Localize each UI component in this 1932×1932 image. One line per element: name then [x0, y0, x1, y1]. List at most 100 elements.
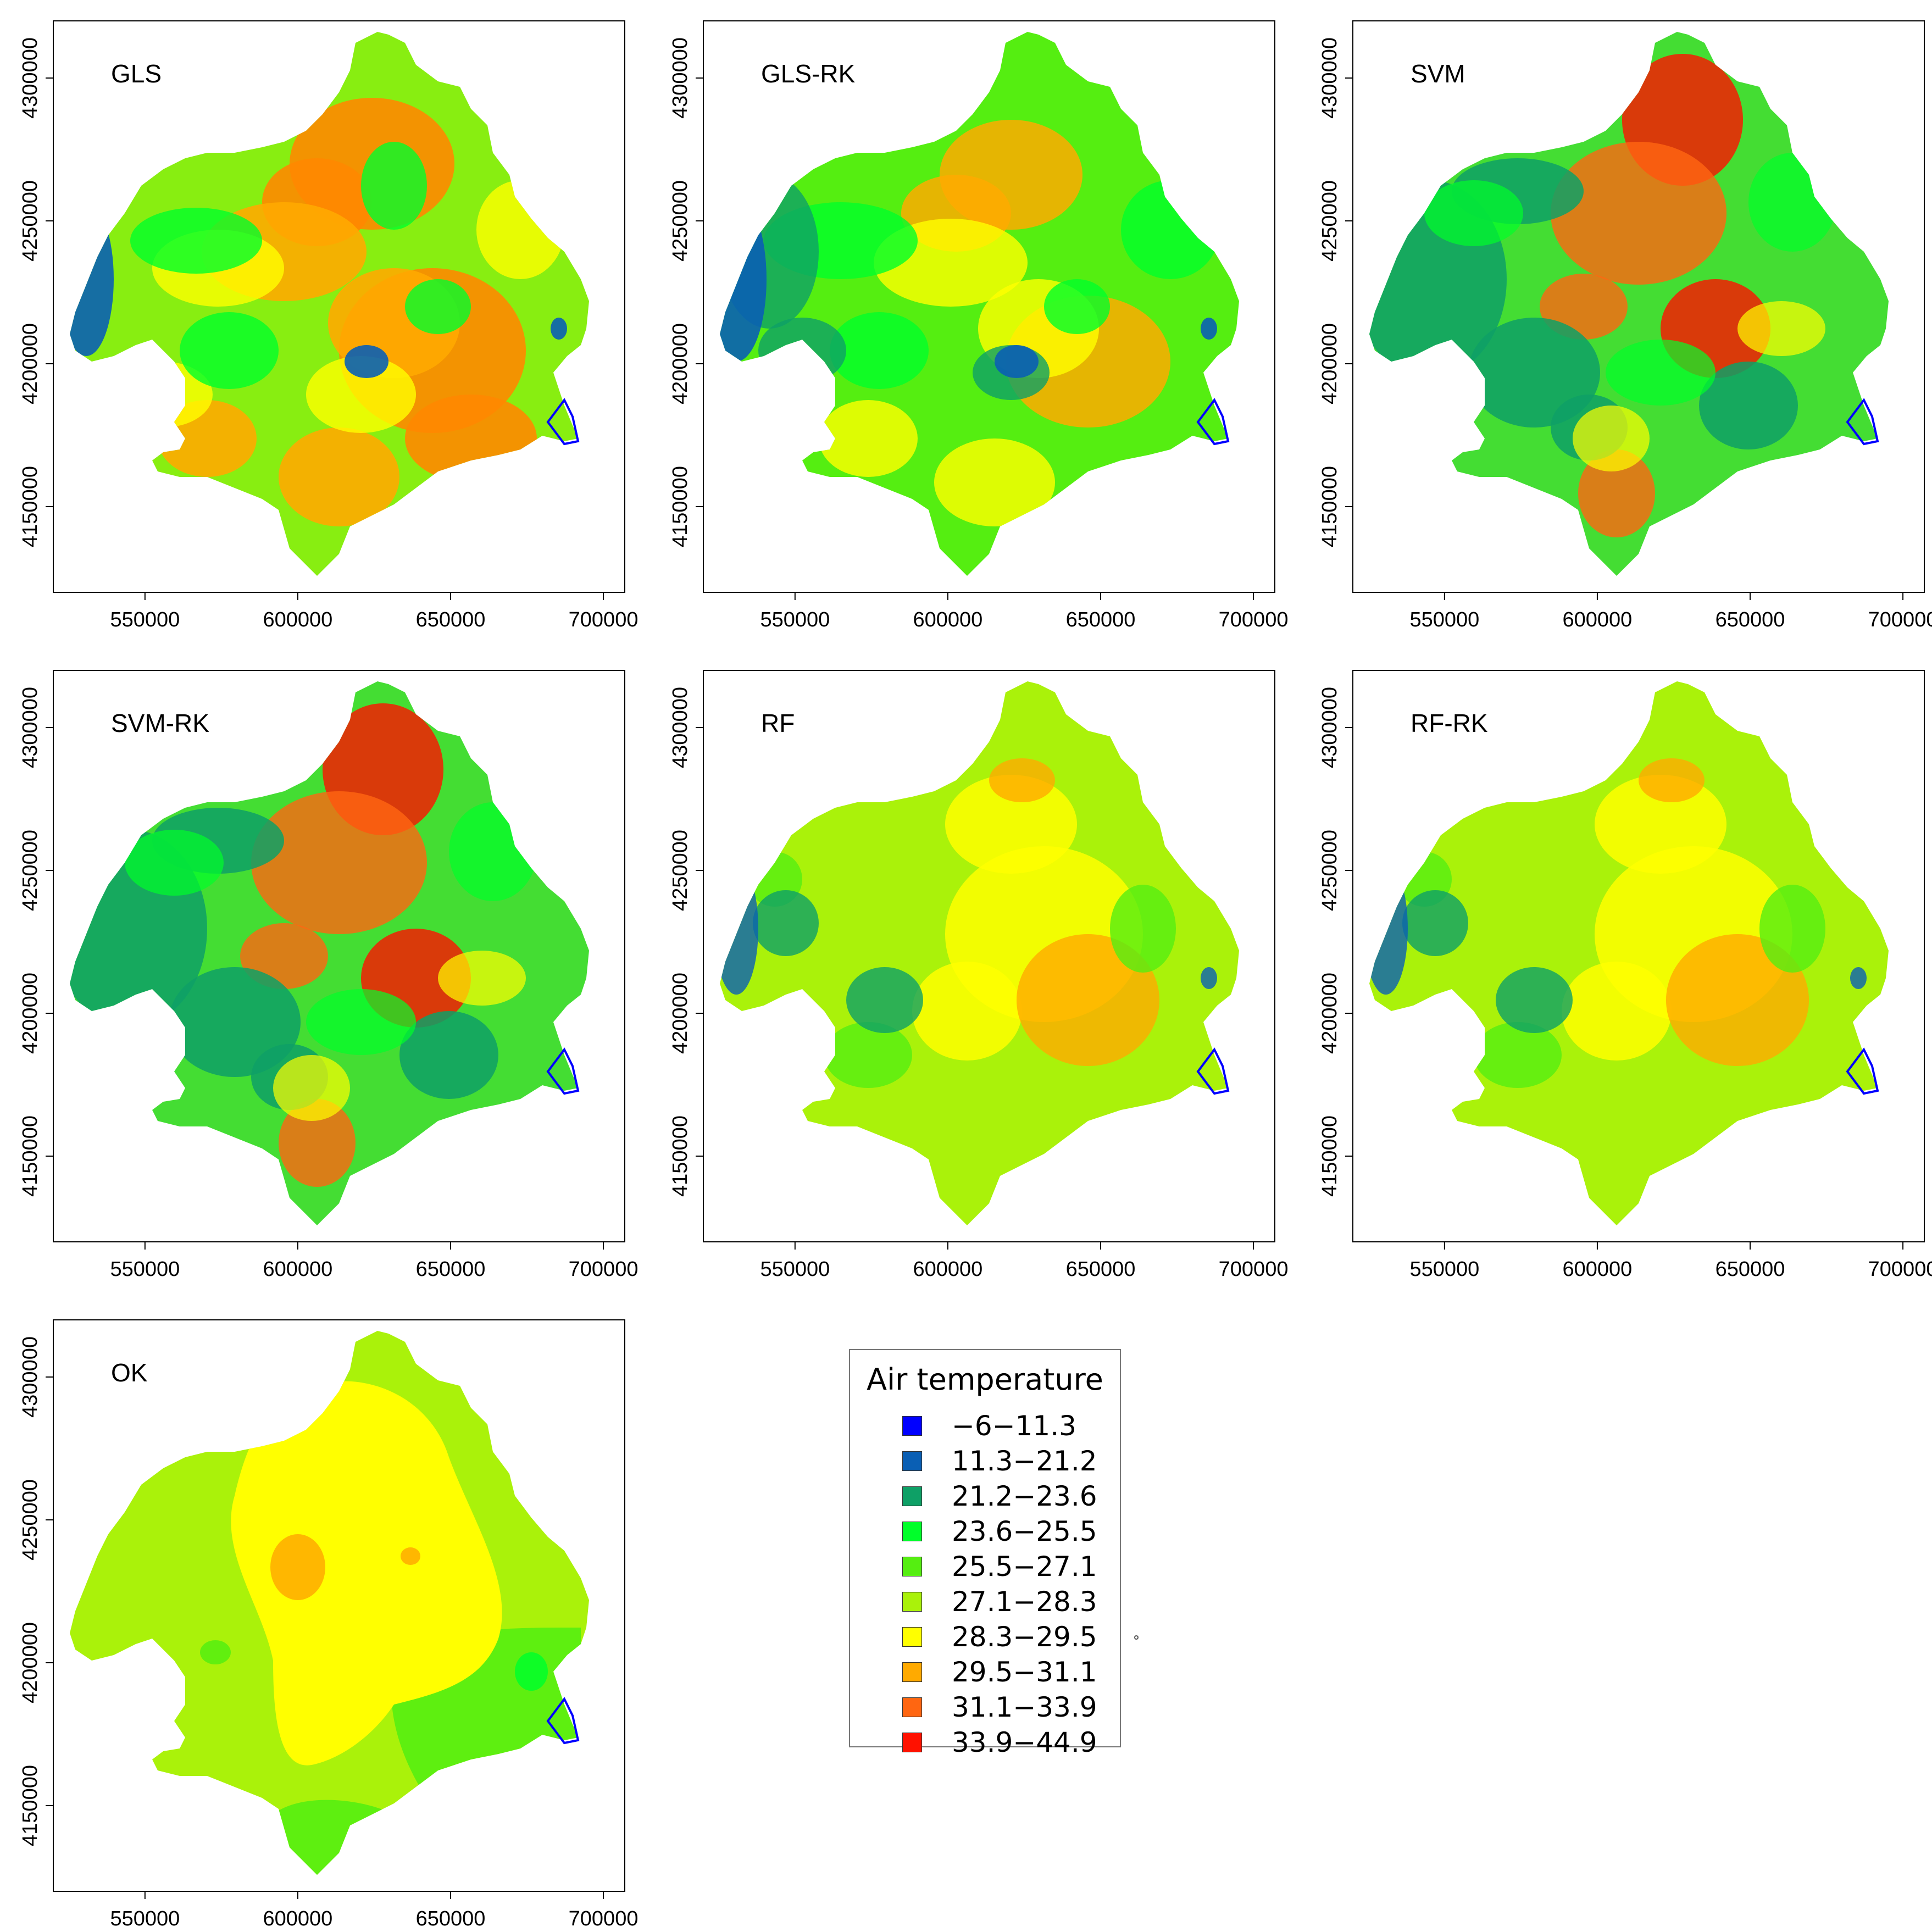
surface-zone — [1606, 340, 1716, 406]
surface-zone — [934, 438, 1055, 526]
y-tick-label: 4250000 — [669, 830, 692, 911]
surface-zone — [551, 318, 567, 340]
legend-swatch — [902, 1627, 922, 1647]
x-tick-label: 600000 — [1563, 608, 1633, 631]
coastline — [1846, 1047, 1879, 1095]
legend-item: 27.1−28.3 — [850, 1585, 1120, 1618]
y-tick-label: 4250000 — [19, 1479, 42, 1561]
x-tick-label: 600000 — [263, 608, 333, 631]
surface-zone — [824, 1022, 912, 1088]
map-plot-glsrk: GLS-RK 550000 600000 650000 700000 4150000 420… — [669, 20, 1288, 631]
map-plot-rfrk: RF-RK 550000 600000 650000 700000 4150000 4200… — [1318, 670, 1932, 1281]
surface-zone — [945, 775, 1077, 874]
temperature-surface — [1369, 758, 1867, 1088]
map-plot-rf: RF 550000 600000 650000 700000 4150000 4200000… — [669, 670, 1288, 1281]
surface-zone — [273, 1055, 350, 1121]
surface-zone — [1666, 934, 1809, 1066]
surface-zone — [1748, 153, 1836, 252]
x-tick-label: 650000 — [1716, 608, 1785, 631]
surface-zone — [1573, 406, 1650, 471]
y-tick-label: 4300000 — [669, 687, 692, 768]
surface-zone — [1496, 967, 1573, 1033]
legend-swatch — [902, 1662, 922, 1682]
y-tick-label: 4300000 — [1318, 37, 1341, 119]
map-panel-glsrk: GLS-RK 550000 600000 650000 700000 4150000 420… — [669, 20, 1288, 631]
x-tick-label: 600000 — [263, 1258, 333, 1281]
y-tick-label: 4200000 — [19, 1622, 42, 1703]
surface-zone — [1850, 967, 1867, 989]
plot-frame — [53, 670, 625, 1242]
surface-zone — [515, 1652, 548, 1691]
surface-zone — [345, 345, 388, 378]
surface-zone — [405, 279, 471, 334]
coastline — [1196, 1047, 1230, 1095]
legend-label: 31.1−33.9 — [952, 1691, 1097, 1723]
legend-label: 29.5−31.1 — [952, 1656, 1097, 1688]
surface-zone — [1121, 180, 1220, 279]
y-tick-label: 4300000 — [19, 37, 42, 119]
legend-item: 23.6−25.5 — [850, 1515, 1120, 1548]
y-tick-label: 4250000 — [669, 180, 692, 262]
legend-title: Air temperature — [867, 1362, 1103, 1397]
legend-item: 28.3−29.5 — [850, 1620, 1120, 1653]
legend-swatch — [902, 1592, 922, 1612]
coastline — [1846, 398, 1879, 446]
surface-zone — [438, 951, 526, 1006]
x-tick-label: 600000 — [913, 1258, 983, 1281]
plot-frame — [1352, 670, 1925, 1242]
surface-zone — [1474, 1022, 1562, 1088]
panel-title: GLS — [111, 59, 162, 88]
surface-zone — [1578, 449, 1655, 537]
map-plot-svmrk: SVM-RK 550000 600000 650000 700000 4150000 420… — [19, 670, 638, 1281]
legend-swatch — [902, 1486, 922, 1506]
surface-zone — [158, 400, 257, 477]
x-tick-label: 550000 — [760, 1258, 830, 1281]
surface-zone — [830, 312, 929, 389]
coastline — [1196, 398, 1230, 446]
legend-item: 25.5−27.1 — [850, 1550, 1120, 1583]
map-panel-ok: OK 550000 600000 650000 700000 4150000 4200000… — [19, 1319, 638, 1930]
legend-item: 33.9−44.9 — [850, 1726, 1120, 1759]
x-tick-label: 650000 — [1066, 1258, 1136, 1281]
legend-item: 21.2−23.6 — [850, 1480, 1120, 1513]
legend-swatch — [902, 1557, 922, 1576]
y-tick-label: 4250000 — [1318, 180, 1341, 262]
surface-zone — [1424, 180, 1523, 246]
legend-swatch — [902, 1733, 922, 1752]
map-plot-ok: OK 550000 600000 650000 700000 4150000 4200000… — [19, 1319, 638, 1930]
map-plot-svm: SVM 550000 600000 650000 700000 4150000 420000… — [1318, 20, 1932, 631]
legend-label: 25.5−27.1 — [952, 1551, 1097, 1583]
surface-zone — [1402, 890, 1468, 956]
map-panel-svm: SVM 550000 600000 650000 700000 4150000 420000… — [1318, 20, 1932, 631]
surface-zone — [169, 967, 301, 1077]
surface-zone — [180, 312, 279, 389]
surface-zone — [401, 1547, 420, 1565]
surface-zone — [1737, 301, 1825, 356]
x-tick-label: 700000 — [569, 608, 639, 631]
x-tick-label: 650000 — [1066, 608, 1136, 631]
surface-zone — [720, 197, 767, 362]
surface-zone — [1110, 885, 1176, 973]
legend-swatch — [902, 1697, 922, 1717]
surface-zone — [912, 962, 1022, 1061]
y-tick-label: 4200000 — [19, 323, 42, 404]
y-tick-label: 4200000 — [1318, 323, 1341, 404]
surface-zone — [1201, 967, 1217, 989]
x-tick-label: 650000 — [1716, 1258, 1785, 1281]
temperature-surface — [720, 758, 1217, 1088]
x-tick-label: 550000 — [760, 608, 830, 631]
y-tick-label: 4150000 — [19, 1765, 42, 1846]
legend-item: −6−11.3 — [850, 1409, 1120, 1442]
y-tick-label: 4250000 — [19, 830, 42, 911]
x-tick-label: 600000 — [263, 1907, 333, 1930]
surface-zone — [125, 830, 224, 896]
surface-zone — [753, 890, 819, 956]
surface-zone — [405, 395, 537, 482]
legend-swatch — [902, 1416, 922, 1436]
surface-zone — [846, 967, 923, 1033]
surface-zone — [1562, 962, 1672, 1061]
surface-zone — [1468, 318, 1600, 428]
surface-zone — [819, 400, 918, 477]
surface-zone — [1017, 934, 1159, 1066]
map-panel-svmrk: SVM-RK 550000 600000 650000 700000 4150000 420… — [19, 670, 638, 1281]
